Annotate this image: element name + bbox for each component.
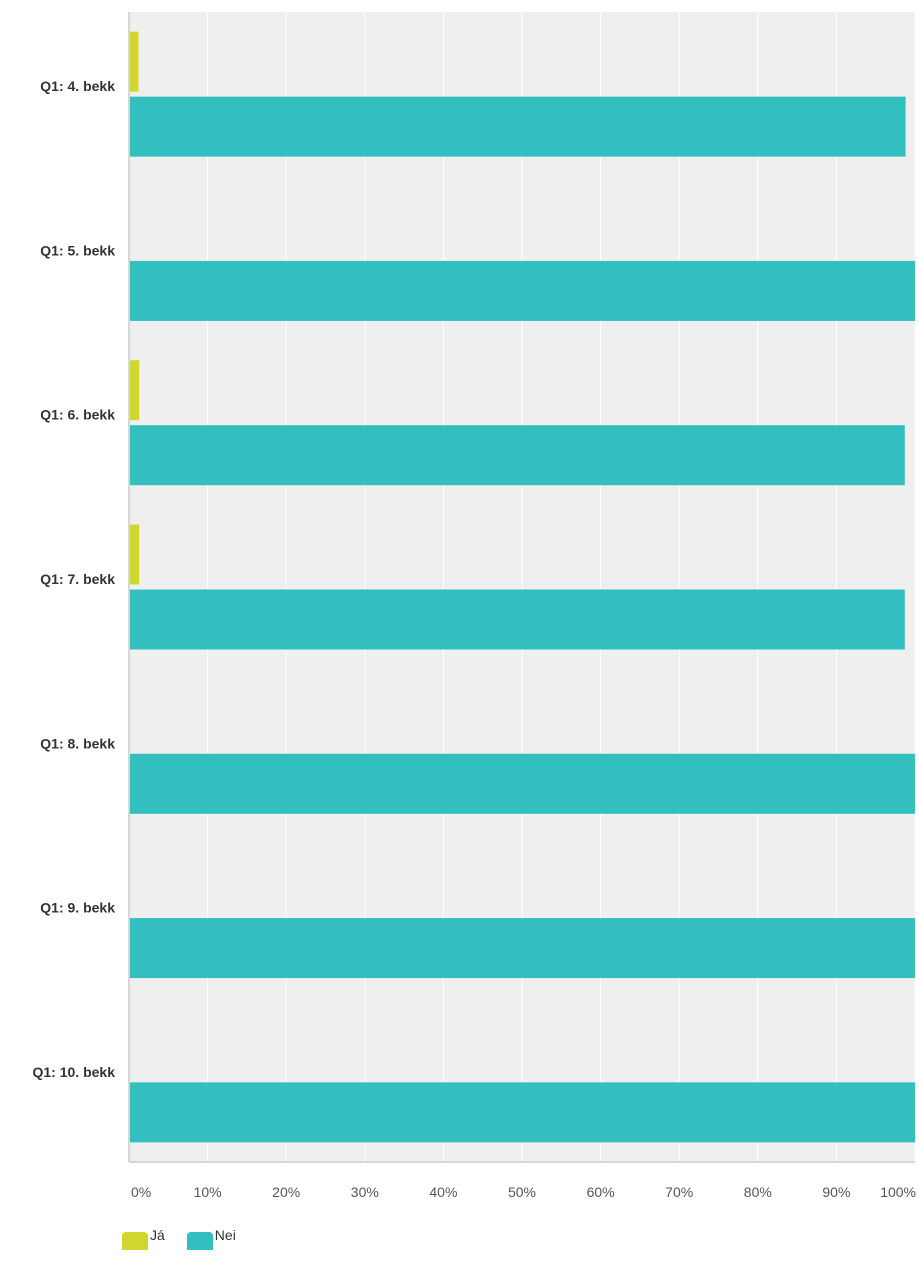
- bar-nei: [130, 260, 915, 321]
- x-tick-label: 0%: [131, 1184, 151, 1200]
- category-label: Q1: 5. bekk: [40, 242, 115, 258]
- legend-item-ja[interactable]: Já: [122, 1227, 165, 1250]
- legend-item-nei[interactable]: Nei: [186, 1227, 236, 1250]
- bar-nei: [130, 96, 906, 157]
- legend-swatch-ja: [122, 1232, 148, 1250]
- bar-nei: [130, 1082, 915, 1143]
- bar-nei: [130, 425, 905, 486]
- x-tick-label: 60%: [587, 1184, 615, 1200]
- category-label: Q1: 8. bekk: [40, 735, 115, 751]
- category-label: Q1: 7. bekk: [40, 571, 115, 587]
- legend-label-ja: Já: [150, 1227, 165, 1243]
- category-label: Q1: 9. bekk: [40, 900, 115, 916]
- x-tick-label: 30%: [351, 1184, 379, 1200]
- bar-nei: [130, 753, 915, 814]
- category-label: Q1: 10. bekk: [33, 1064, 116, 1080]
- legend: Já Nei: [122, 1227, 258, 1250]
- category-label: Q1: 4. bekk: [40, 78, 115, 94]
- bar-ja: [130, 524, 140, 585]
- x-tick-label: 100%: [880, 1184, 916, 1200]
- x-tick-label: 80%: [744, 1184, 772, 1200]
- x-tick-label: 90%: [822, 1184, 850, 1200]
- legend-label-nei: Nei: [214, 1227, 236, 1243]
- legend-swatch-nei: [186, 1232, 213, 1250]
- bar-ja: [130, 360, 140, 421]
- x-tick-label: 50%: [508, 1184, 536, 1200]
- x-tick-label: 40%: [429, 1184, 457, 1200]
- x-tick-label: 70%: [665, 1184, 693, 1200]
- x-tick-label: 20%: [272, 1184, 300, 1200]
- bar-ja: [130, 31, 139, 92]
- bar-nei: [130, 589, 905, 650]
- bar-nei: [130, 918, 915, 979]
- x-tick-label: 10%: [194, 1184, 222, 1200]
- category-label: Q1: 6. bekk: [40, 407, 115, 423]
